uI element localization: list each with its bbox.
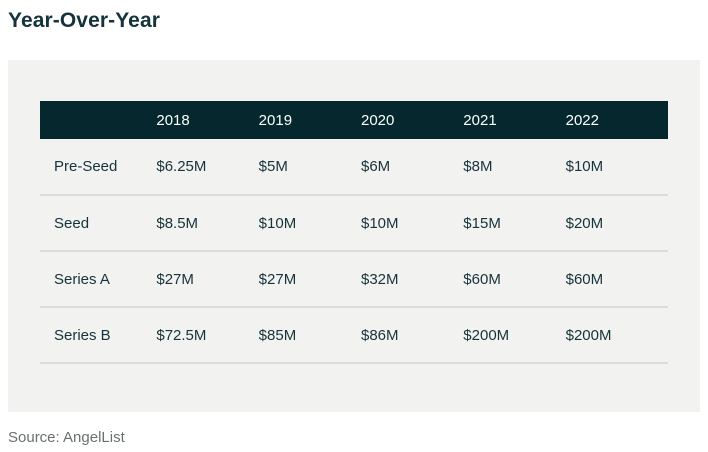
value-cell: $10M — [360, 195, 464, 252]
value-cell: $15M — [463, 195, 566, 252]
value-cell: $6M — [360, 139, 464, 196]
value-cell: $5M — [258, 139, 361, 196]
value-cell: $200M — [565, 307, 668, 364]
yoy-funding-table: 2018 2019 2020 2021 2022 Pre-Seed $6.25M… — [40, 101, 668, 364]
table-row: Series A $27M $27M $32M $60M $60M — [40, 251, 668, 308]
row-label: Pre-Seed — [40, 139, 157, 196]
value-cell: $72.5M — [156, 307, 259, 364]
page-title: Year-Over-Year — [8, 9, 161, 32]
value-cell: $10M — [565, 139, 668, 196]
value-cell: $200M — [463, 307, 566, 364]
table-body: Pre-Seed $6.25M $5M $6M $8M $10M Seed $8… — [40, 139, 668, 364]
value-cell: $10M — [258, 195, 361, 252]
value-cell: $60M — [463, 251, 566, 308]
value-cell: $86M — [360, 307, 464, 364]
table-corner-cell — [40, 101, 157, 139]
year-column-header: 2019 — [258, 101, 361, 139]
value-cell: $27M — [156, 251, 259, 308]
table-card: 2018 2019 2020 2021 2022 Pre-Seed $6.25M… — [8, 60, 700, 412]
value-cell: $27M — [258, 251, 361, 308]
year-column-header: 2020 — [360, 101, 464, 139]
row-label: Series A — [40, 251, 157, 308]
row-label: Seed — [40, 195, 157, 252]
table-row: Series B $72.5M $85M $86M $200M $200M — [40, 307, 668, 364]
table-header-row: 2018 2019 2020 2021 2022 — [40, 101, 668, 139]
year-column-header: 2018 — [156, 101, 259, 139]
table-row: Seed $8.5M $10M $10M $15M $20M — [40, 195, 668, 252]
value-cell: $8M — [463, 139, 566, 196]
value-cell: $60M — [565, 251, 668, 308]
year-column-header: 2021 — [463, 101, 566, 139]
value-cell: $20M — [565, 195, 668, 252]
year-column-header: 2022 — [565, 101, 668, 139]
row-label: Series B — [40, 307, 157, 364]
source-attribution: Source: AngelList — [8, 429, 125, 446]
table-row: Pre-Seed $6.25M $5M $6M $8M $10M — [40, 139, 668, 196]
value-cell: $32M — [360, 251, 464, 308]
value-cell: $85M — [258, 307, 361, 364]
value-cell: $8.5M — [156, 195, 259, 252]
table-header: 2018 2019 2020 2021 2022 — [40, 101, 668, 139]
value-cell: $6.25M — [156, 139, 259, 196]
